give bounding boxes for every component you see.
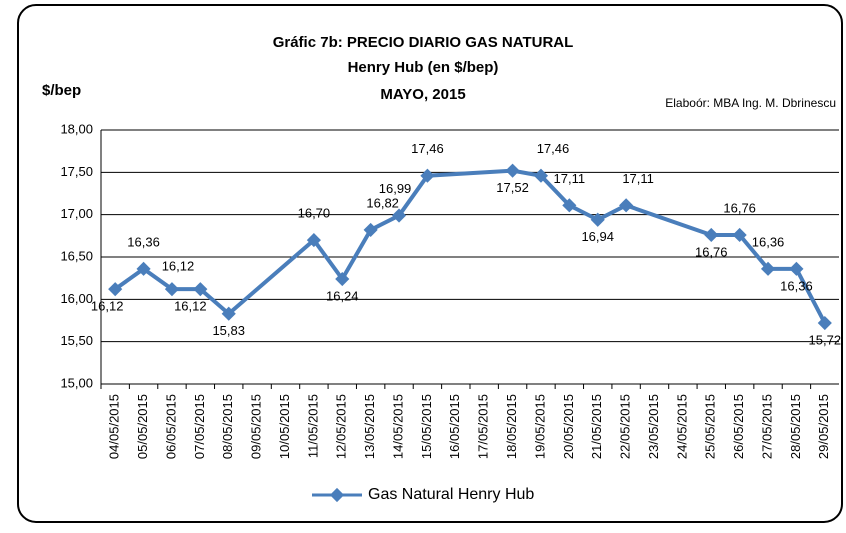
chart-subtitle: Henry Hub (en $/bep) [348,59,499,76]
marker [193,282,208,297]
x-tick-label: 11/05/2015 [305,394,320,458]
legend-label: Gas Natural Henry Hub [368,486,534,503]
data-label: 17,11 [554,171,586,186]
marker [732,227,747,243]
marker [789,261,804,276]
data-label: 16,24 [326,288,359,303]
data-label: 16,12 [174,299,207,314]
x-tick-label: 19/05/2015 [532,394,547,459]
x-tick-label: 06/05/2015 [163,394,178,459]
data-label: 16,36 [780,278,813,293]
data-label: 16,36 [127,234,160,249]
marker [221,306,236,321]
data-label: 16,76 [695,244,728,259]
x-tick-label: 12/05/2015 [334,394,349,459]
marker [164,282,180,297]
x-tick-label: 25/05/2015 [703,394,718,459]
marker [590,212,605,227]
x-tick-label: 08/05/2015 [220,394,235,459]
x-tick-label: 17/05/2015 [476,394,491,459]
x-tick-label: 29/05/2015 [816,394,831,459]
marker [335,271,350,287]
marker [619,198,634,213]
y-tick-label: 18,00 [60,121,93,136]
x-tick-label: 21/05/2015 [589,394,604,459]
x-tick-label: 20/05/2015 [561,394,576,459]
data-label: 16,12 [91,299,124,314]
y-tick-label: 15,00 [60,375,93,390]
data-label: 16,12 [162,259,195,274]
x-tick-label: 26/05/2015 [731,394,746,459]
y-tick-label: 16,50 [60,248,93,263]
x-tick-label: 16/05/2015 [447,394,462,459]
legend-marker [329,487,345,503]
y-tick-label: 17,50 [60,164,93,179]
x-tick-label: 27/05/2015 [759,394,774,459]
annotation: Elaboór: MBA Ing. M. Dbrinescu [665,96,836,110]
data-label: 15,72 [809,332,842,347]
marker [391,208,407,223]
y-tick-label: 15,50 [60,333,93,348]
data-label: 16,94 [581,229,614,244]
chart-subtitle: MAYO, 2015 [380,86,465,103]
x-tick-label: 28/05/2015 [788,394,803,459]
x-tick-label: 14/05/2015 [390,394,405,459]
chart-border [17,4,843,523]
x-tick-label: 07/05/2015 [192,394,207,459]
data-label: 17,46 [411,141,444,156]
x-tick-label: 18/05/2015 [504,394,519,459]
x-tick-label: 13/05/2015 [362,394,377,459]
chart-title: Gráfic 7b: PRECIO DIARIO GAS NATURAL [273,34,574,51]
marker [306,232,321,248]
data-label: 16,70 [298,206,331,221]
data-label: 16,99 [379,181,412,196]
y-tick-label: 16,00 [60,291,93,306]
data-label: 16,76 [723,200,756,215]
data-label: 16,36 [752,234,785,249]
x-tick-label: 15/05/2015 [419,394,434,459]
data-label: 16,82 [366,195,399,210]
x-tick-label: 10/05/2015 [277,394,292,459]
x-tick-label: 23/05/2015 [646,394,661,459]
x-tick-label: 04/05/2015 [107,394,122,459]
marker [760,261,776,276]
marker [363,222,378,237]
x-tick-label: 05/05/2015 [135,394,150,459]
data-label: 17,11 [622,171,654,186]
y-tick-label: 17,00 [60,206,93,221]
y-axis-label: $/bep [42,82,81,99]
marker [562,198,577,213]
x-tick-label: 24/05/2015 [674,394,689,459]
marker [817,315,832,331]
marker [108,282,123,297]
data-label: 17,46 [537,141,570,156]
data-label: 15,83 [212,323,245,338]
x-tick-label: 09/05/2015 [249,394,264,459]
marker [533,168,549,183]
marker [704,227,719,243]
marker [420,168,435,183]
marker [136,261,151,276]
x-tick-label: 22/05/2015 [618,394,633,459]
data-label: 17,52 [496,180,529,195]
